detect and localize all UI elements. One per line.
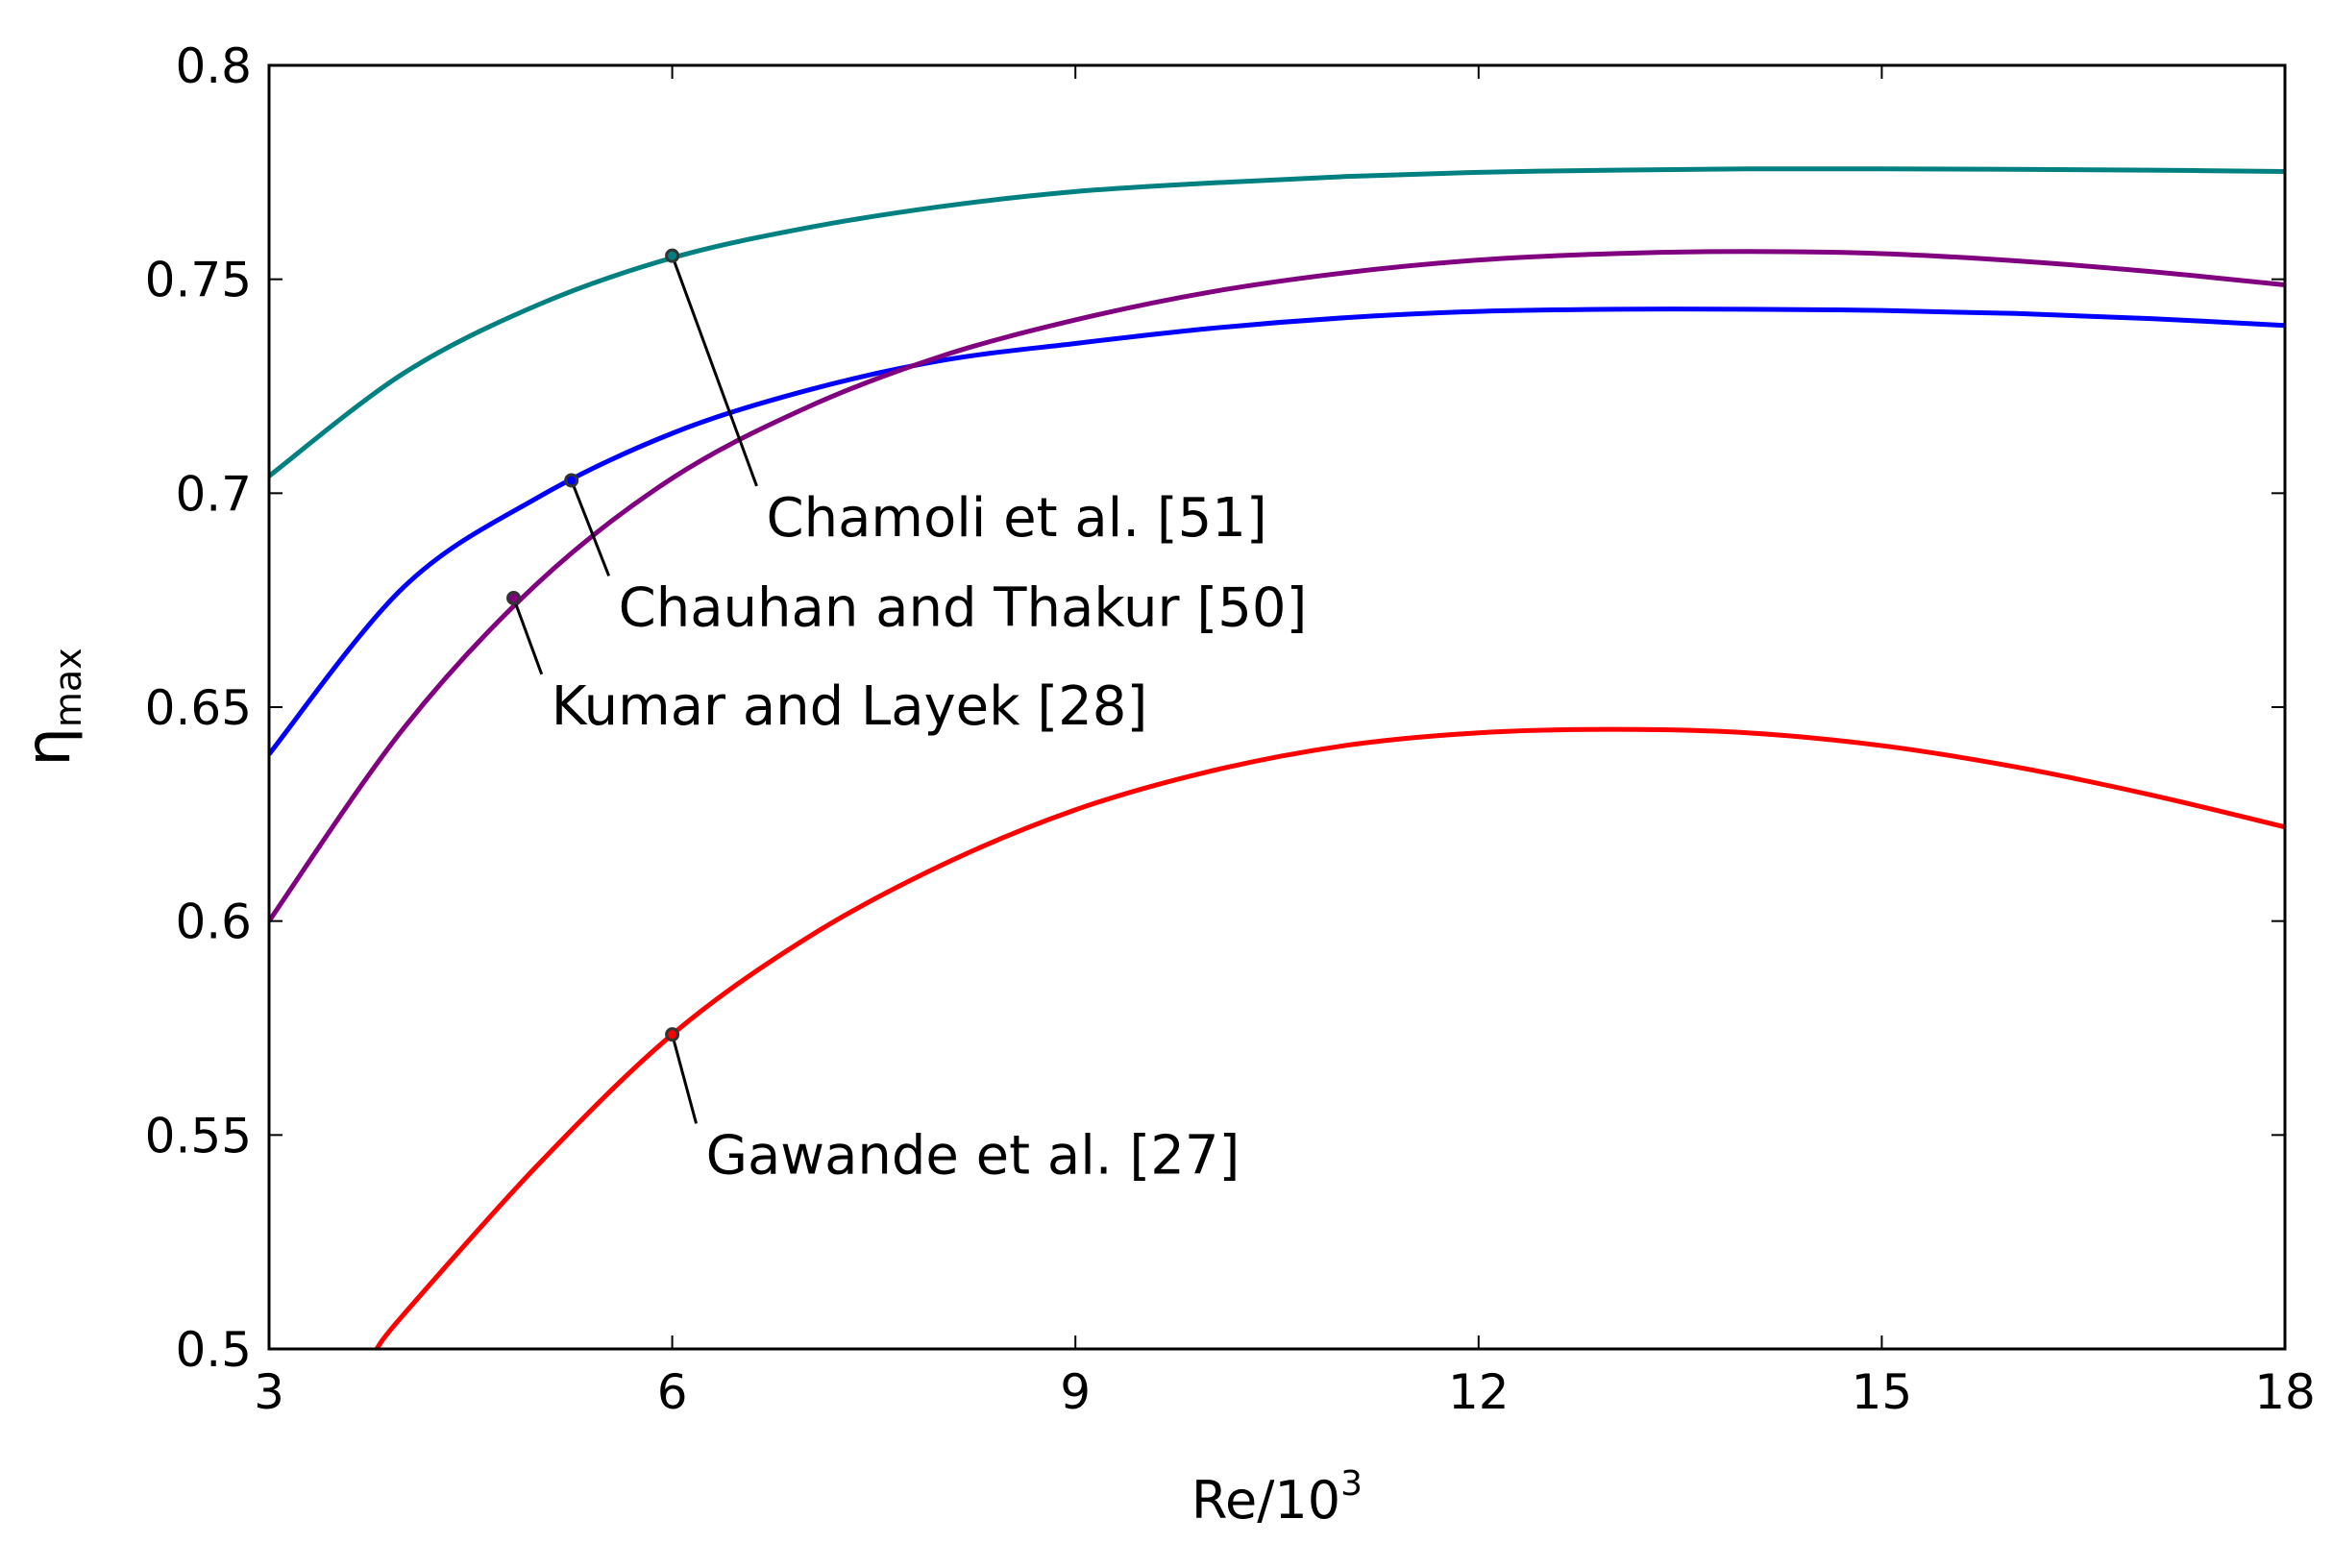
annotation-label-chauhan-and-thakur-50: Chauhan and Thakur [50] (619, 576, 1308, 639)
x-tick-label: 9 (1060, 1364, 1091, 1420)
annotation-leader (570, 479, 611, 576)
axis-layer: 3 6 9 12 15 18 0.5 0.55 0.6 0.65 0.7 0.75 0.8 (145, 38, 2316, 1420)
x-tick-label: 6 (657, 1364, 688, 1420)
annotation-leader (671, 255, 758, 487)
annotation-label-kumar-and-layek-28: Kumar and Layek [28] (552, 675, 1148, 738)
annotation-label-gawande-et-al-27: Gawande et al. [27] (706, 1124, 1240, 1187)
x-tick-label: 12 (1448, 1364, 1510, 1420)
y-tick-label: 0.5 (175, 1322, 252, 1378)
y-tick-label: 0.55 (145, 1108, 252, 1164)
y-tick-label: 0.7 (175, 466, 252, 522)
annotation-marker (506, 590, 522, 605)
annotation-leader (671, 1034, 699, 1124)
annotation-marker (665, 1027, 680, 1042)
y-tick-label: 0.8 (175, 38, 252, 94)
x-tick-label: 3 (254, 1364, 284, 1420)
x-tick-label: 18 (2254, 1364, 2316, 1420)
y-axis-title-base: η (13, 727, 85, 767)
annotation-leader (512, 597, 544, 675)
annotation-label-chamoli-et-al-51: Chamoli et al. [51] (767, 487, 1267, 550)
y-axis-title-sub: max (47, 648, 89, 727)
series-line-kumar-and-layek-28 (269, 249, 2285, 923)
x-axis-title-base: Re/10 (1191, 1470, 1340, 1531)
series-line-chauhan-and-thakur-50 (269, 306, 2285, 756)
x-axis-title: Re/103 (1191, 1464, 1363, 1531)
series-line-chamoli-et-al-51 (269, 166, 2285, 478)
y-tick-label: 0.65 (145, 680, 252, 736)
y-tick-label: 0.75 (145, 253, 252, 308)
plot-frame (267, 63, 2287, 1351)
annotation-marker (665, 248, 680, 263)
y-tick-label: 0.6 (175, 894, 252, 950)
annotation-layer: Chamoli et al. [51] Chauhan and Thakur [5… (506, 248, 1308, 1187)
x-axis-title-sup: 3 (1340, 1464, 1363, 1504)
annotation-marker (564, 473, 579, 488)
x-tick-label: 15 (1852, 1364, 1913, 1420)
series-line-gawande-et-al-27 (374, 726, 2285, 1349)
series-layer (269, 166, 2285, 1349)
y-axis-title: ηmax (13, 648, 89, 766)
